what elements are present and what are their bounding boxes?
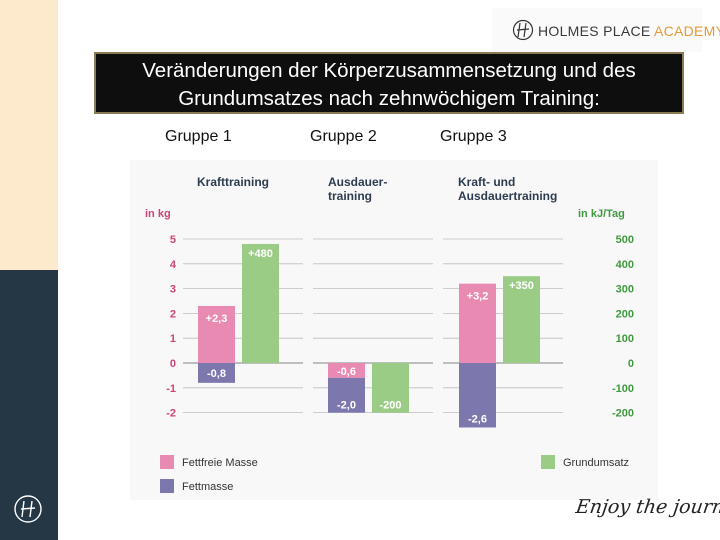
bar-fettfreie-masse <box>328 363 365 378</box>
right-axis-tick: 100 <box>616 333 634 345</box>
brand-name: HOLMES PLACE ACADEMY <box>538 23 720 39</box>
right-axis-tick: -200 <box>612 408 634 420</box>
sidebar-bottom-panel <box>0 270 58 540</box>
group-label-3: Gruppe 3 <box>440 128 507 145</box>
legend-swatch-fettfreie <box>160 455 174 469</box>
group-label-1: Gruppe 1 <box>165 128 232 145</box>
bar-fettfreie-masse <box>459 283 496 363</box>
right-axis-tick: 200 <box>616 308 634 320</box>
holmes-place-monogram-icon <box>14 495 42 523</box>
data-label-fettmasse: -2,6 <box>468 413 487 425</box>
data-label-grundumsatz: -200 <box>379 400 401 412</box>
left-axis-tick: 1 <box>170 333 176 345</box>
data-label-fettfreie: +2,3 <box>206 313 228 325</box>
data-label-fettfreie: -0,6 <box>337 366 356 378</box>
data-label-fettfreie: +3,2 <box>467 291 489 303</box>
left-axis-tick: -1 <box>166 383 176 395</box>
left-axis-label: in kg <box>145 208 171 220</box>
slide-title-line1: Veränderungen der Körperzusammensetzung … <box>142 59 636 82</box>
bar-fettmasse <box>198 363 235 383</box>
left-axis-tick: 0 <box>170 358 176 370</box>
group-label-2: Gruppe 2 <box>310 128 377 145</box>
data-label-fettmasse: -0,8 <box>207 368 226 380</box>
panel-title: Ausdauer- <box>328 175 387 189</box>
left-axis-tick: 2 <box>170 308 176 320</box>
legend-label-grundumsatz: Grundumsatz <box>563 457 629 469</box>
right-axis-tick: -100 <box>612 383 634 395</box>
legend-label-fettfreie: Fettfreie Masse <box>182 457 258 469</box>
bar-grundumsatz <box>242 243 279 363</box>
slide-title: Veränderungen der Körperzusammensetzung … <box>94 52 684 114</box>
right-axis-tick: 400 <box>616 259 634 271</box>
bar-fettmasse <box>459 363 496 428</box>
data-label-fettmasse: -2,0 <box>337 400 356 412</box>
holmes-place-mark-icon <box>512 19 534 41</box>
data-label-grundumsatz: +480 <box>248 248 273 260</box>
legend-swatch-fettmasse <box>160 479 174 493</box>
brand-logo: HOLMES PLACE ACADEMY <box>492 8 720 52</box>
left-axis-tick: -2 <box>166 408 176 420</box>
bar-fettmasse <box>328 377 365 413</box>
slide-title-line2: Grundumsatzes nach zehnwöchigem Training… <box>178 87 600 110</box>
right-axis-tick: 500 <box>616 234 634 246</box>
left-axis-tick: 5 <box>170 234 176 246</box>
panel-title: Krafttraining <box>197 175 269 189</box>
bar-grundumsatz <box>372 363 409 413</box>
right-axis-tick: 0 <box>628 358 634 370</box>
legend-label-fettmasse: Fettmasse <box>182 481 233 493</box>
brand-name-part2: ACADEMY <box>653 23 720 39</box>
left-axis-tick: 3 <box>170 284 176 296</box>
data-label-grundumsatz: +350 <box>509 280 534 292</box>
panel-title: Kraft- und <box>458 175 515 189</box>
sidebar-top-panel <box>0 0 58 270</box>
tagline: Enjoy the journey <box>574 496 720 518</box>
legend-swatch-grundumsatz <box>541 455 555 469</box>
brand-name-part1: HOLMES PLACE <box>538 23 651 39</box>
bar-grundumsatz <box>503 276 540 363</box>
right-axis-tick: 300 <box>616 284 634 296</box>
bar-fettfreie-masse <box>198 305 235 363</box>
left-axis-tick: 4 <box>170 259 177 271</box>
right-axis-label: in kJ/Tag <box>578 208 625 220</box>
panel-title: Ausdauertraining <box>458 189 557 203</box>
panel-title: training <box>328 189 372 203</box>
